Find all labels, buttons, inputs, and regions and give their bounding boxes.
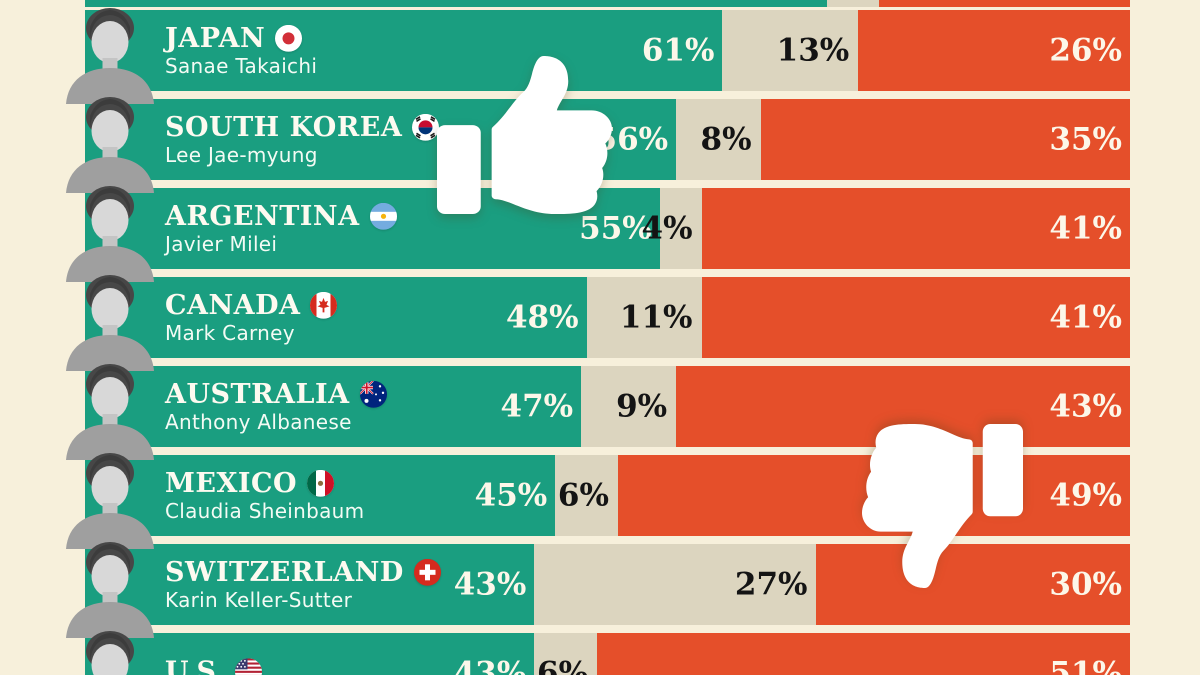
disapprove-value-label: 26% — [1049, 32, 1122, 68]
country-row-us: U.S. 43% 6% 51% — [85, 633, 1130, 675]
disapprove-value-label: 41% — [1049, 210, 1122, 246]
leader-name: Anthony Albanese — [165, 409, 352, 434]
approve-bar-segment-partial — [85, 0, 827, 7]
country-row-japan: JAPAN Sanae Takaichi 61% 13% 26% — [85, 10, 1130, 91]
country-name: SOUTH KOREA — [165, 111, 403, 143]
leader-name: Javier Milei — [165, 231, 278, 256]
thumbs-up-icon — [437, 56, 612, 214]
canada-flag-icon — [310, 292, 338, 319]
neutral-bar-segment: 8% — [676, 99, 761, 180]
country-label-block: AUSTRALIA Anthony Albanese — [165, 378, 387, 434]
approve-bar-segment: U.S. 43% — [85, 633, 535, 675]
leader-name: Lee Jae-myung — [165, 142, 318, 167]
japan-flag-icon — [275, 25, 303, 52]
neutral-bar-segment: 6% — [555, 455, 618, 536]
disapprove-bar-segment: 35% — [760, 99, 1130, 180]
approve-value-label: 43% — [453, 566, 527, 602]
south-korea-flag-icon — [412, 114, 440, 141]
approve-value-label: 43% — [453, 655, 527, 675]
neutral-value-label: 9% — [616, 388, 668, 424]
neutral-value-label: 6% — [537, 655, 589, 675]
neutral-value-label: 6% — [557, 477, 609, 513]
approve-value-label: 61% — [641, 32, 715, 68]
argentina-flag-icon — [369, 203, 397, 230]
leader-name: Karin Keller-Sutter — [165, 587, 353, 612]
country-row-canada: CANADA Mark Carney 48% 11% 41% — [85, 277, 1130, 358]
approve-bar-segment: CANADA Mark Carney 48% — [85, 277, 587, 358]
approve-value-label: 55% — [579, 210, 652, 246]
disapprove-bar-segment-partial — [879, 0, 1130, 7]
country-name: ARGENTINA — [165, 200, 360, 232]
disapprove-value-label: 51% — [1049, 655, 1122, 675]
neutral-bar-segment: 13% — [722, 10, 859, 91]
country-name: U.S. — [165, 655, 226, 675]
partial-row-top — [85, 0, 1130, 7]
disapprove-bar-segment: 41% — [701, 277, 1130, 358]
approve-value-label: 48% — [505, 299, 579, 335]
approve-bar-segment: MEXICO Claudia Sheinbaum 45% — [85, 455, 556, 536]
country-label-block: ARGENTINA Javier Milei — [165, 200, 397, 256]
approve-bar-segment: AUSTRALIA Anthony Albanese 47% — [85, 366, 582, 447]
approve-bar-segment: SWITZERLAND Karin Keller-Sutter 43% — [85, 544, 535, 625]
disapprove-bar-segment: 30% — [816, 544, 1130, 625]
leader-name: Mark Carney — [165, 320, 295, 345]
leader-name: Claudia Sheinbaum — [165, 498, 365, 523]
disapprove-bar-segment: 41% — [701, 188, 1130, 269]
country-row-switzerland: SWITZERLAND Karin Keller-Sutter 43% 27% … — [85, 544, 1130, 625]
disapprove-value-label: 43% — [1049, 388, 1122, 424]
neutral-bar-segment: 9% — [581, 366, 677, 447]
us-flag-icon — [235, 658, 263, 675]
country-row-argentina: ARGENTINA Javier Milei 55% 4% 41% — [85, 188, 1130, 269]
country-name: CANADA — [165, 289, 301, 321]
thumbs-down-icon — [862, 424, 1023, 588]
country-label-block: CANADA Mark Carney — [165, 289, 338, 345]
neutral-bar-segment: 4% — [642, 188, 702, 269]
neutral-value-label: 8% — [700, 121, 752, 157]
leader-name: Sanae Takaichi — [165, 53, 318, 78]
country-label-block: SOUTH KOREA Lee Jae-myung — [165, 111, 440, 167]
australia-flag-icon — [359, 381, 387, 408]
neutral-value-label: 11% — [619, 299, 693, 335]
approve-value-label: 45% — [474, 477, 548, 513]
neutral-value-label: 27% — [734, 566, 808, 602]
country-name: SWITZERLAND — [165, 556, 404, 588]
neutral-value-label: 4% — [641, 210, 693, 246]
disapprove-value-label: 49% — [1049, 477, 1122, 513]
disapprove-bar-segment: 51% — [597, 633, 1130, 675]
neutral-value-label: 13% — [776, 32, 850, 68]
country-row-australia: AUSTRALIA Anthony Albanese 47% 9% 43% — [85, 366, 1130, 447]
neutral-bar-segment: 11% — [586, 277, 702, 358]
disapprove-value-label: 35% — [1049, 121, 1122, 157]
country-label-block: JAPAN Sanae Takaichi — [165, 22, 318, 78]
disapprove-value-label: 30% — [1049, 566, 1122, 602]
switzerland-flag-icon — [413, 559, 441, 586]
approve-value-label: 47% — [500, 388, 574, 424]
approve-bar-segment: JAPAN Sanae Takaichi 61% — [85, 10, 723, 91]
neutral-bar-segment: 6% — [534, 633, 598, 675]
disapprove-value-label: 41% — [1049, 299, 1122, 335]
country-name: MEXICO — [165, 467, 298, 499]
country-name: AUSTRALIA — [165, 378, 350, 410]
neutral-bar-segment: 27% — [534, 544, 817, 625]
country-label-block: MEXICO Claudia Sheinbaum — [165, 467, 365, 523]
country-name: JAPAN — [165, 22, 266, 54]
country-label-block: SWITZERLAND Karin Keller-Sutter — [165, 556, 441, 612]
neutral-bar-segment-partial — [826, 0, 880, 7]
mexico-flag-icon — [307, 470, 335, 497]
country-label-block: U.S. — [165, 655, 263, 675]
disapprove-bar-segment: 26% — [858, 10, 1130, 91]
approve-bar-segment: ARGENTINA Javier Milei 55% — [85, 188, 660, 269]
